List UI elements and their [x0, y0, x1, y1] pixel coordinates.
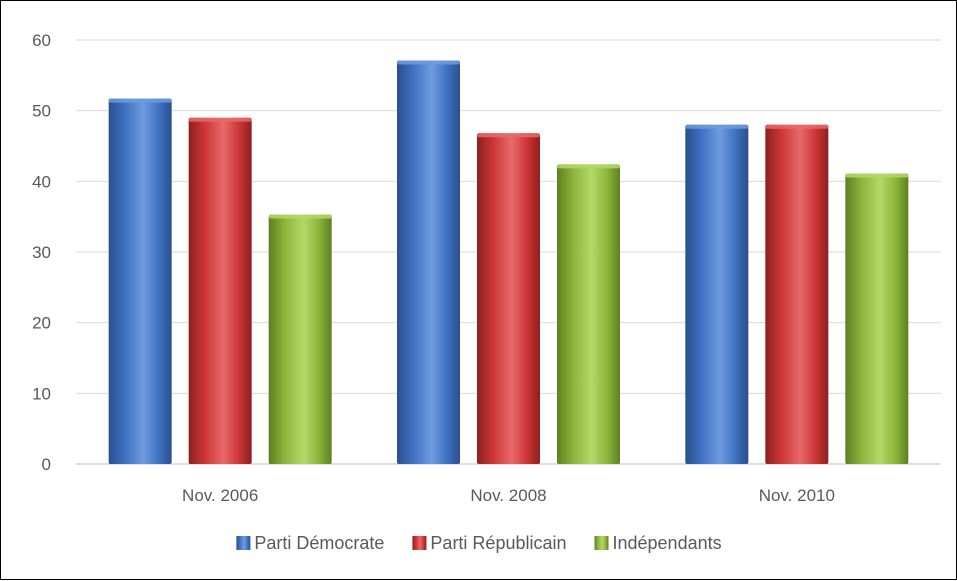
bar-independants-nov-2008	[557, 164, 620, 464]
bar-independants-nov-2010	[845, 173, 909, 464]
bar-cap	[268, 214, 332, 219]
y-tick-label: 50	[32, 102, 51, 121]
x-tick-label: Nov. 2010	[759, 486, 835, 505]
bar-cap	[685, 124, 749, 129]
bars	[108, 60, 909, 465]
bar-parti-democrate-nov-2006	[108, 98, 172, 465]
bar-cap	[397, 60, 460, 65]
legend-label-parti-republicain: Parti Républicain	[430, 533, 566, 553]
y-axis-ticks: 0 10 20 30 40 50 60	[32, 31, 51, 474]
legend-label-independants: Indépendants	[613, 533, 722, 553]
bar-cap	[188, 117, 252, 122]
y-tick-label: 60	[32, 31, 51, 50]
bar-cap	[765, 124, 829, 129]
y-tick-label: 20	[32, 314, 51, 333]
bar-cap	[477, 133, 540, 138]
y-tick-label: 40	[32, 172, 51, 191]
bar-parti-republicain-nov-2006	[188, 117, 252, 464]
legend-swatch-parti-democrate	[236, 536, 251, 550]
legend-swatch-parti-republicain	[412, 536, 427, 550]
bar-cap	[108, 98, 172, 103]
x-axis-ticks: Nov. 2006 Nov. 2008 Nov. 2010	[182, 486, 835, 505]
bar-independants-nov-2006	[268, 214, 332, 464]
bar-parti-republicain-nov-2008	[477, 133, 540, 464]
bar-cap	[557, 164, 620, 169]
bar-parti-democrate-nov-2010	[685, 124, 749, 465]
bar-parti-republicain-nov-2010	[765, 124, 829, 465]
legend: Parti Démocrate Parti Républicain Indépend…	[236, 533, 722, 553]
legend-swatch-independants	[594, 536, 609, 550]
bar-parti-democrate-nov-2008	[397, 60, 460, 464]
y-tick-label: 10	[32, 384, 51, 403]
x-tick-label: Nov. 2008	[470, 486, 546, 505]
legend-label-parti-democrate: Parti Démocrate	[254, 533, 384, 553]
x-tick-label: Nov. 2006	[182, 486, 258, 505]
bar-cap	[845, 173, 909, 178]
y-tick-label: 0	[42, 455, 51, 474]
y-tick-label: 30	[32, 243, 51, 262]
